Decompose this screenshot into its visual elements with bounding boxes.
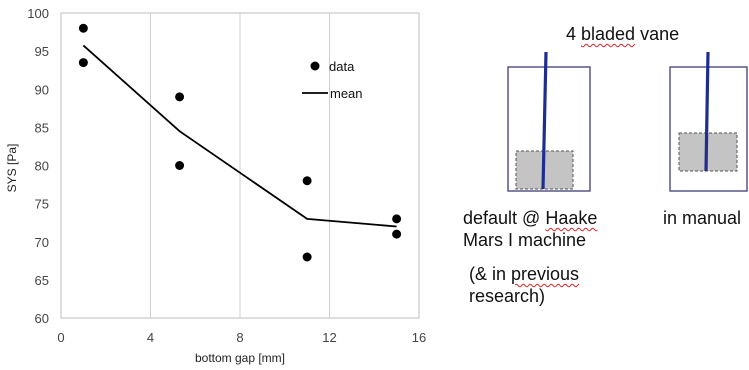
y-tick-label: 70 xyxy=(35,235,49,250)
legend-mean-label: mean xyxy=(330,86,363,101)
legend-data-marker xyxy=(310,61,320,71)
y-tick-label: 80 xyxy=(35,159,49,174)
mean-series xyxy=(82,44,397,228)
data-point xyxy=(302,176,312,186)
data-series xyxy=(78,23,402,262)
y-tick-label: 95 xyxy=(35,44,49,59)
sys-vs-bottom-gap-chart: 60 65 70 75 80 85 90 95 100 0 4 8 12 16 SYS [Pa] bot… xyxy=(5,6,426,365)
left-caption: default @ Haake Mars I machine xyxy=(463,207,597,251)
y-tick-label: 90 xyxy=(35,82,49,97)
x-axis-ticks: 0 4 8 12 16 xyxy=(57,330,426,345)
y-tick-label: 65 xyxy=(35,273,49,288)
right-container xyxy=(669,66,748,192)
left-caption-line2: Mars I machine xyxy=(463,230,587,250)
mean-line xyxy=(82,44,397,228)
data-point xyxy=(78,23,88,33)
x-tick-label: 8 xyxy=(236,330,243,345)
data-point xyxy=(302,252,312,262)
legend: data mean xyxy=(302,59,363,101)
diagram-title: 4 bladed vane xyxy=(566,24,680,44)
left-container xyxy=(507,66,591,192)
x-tick-label: 0 xyxy=(57,330,64,345)
data-point xyxy=(392,214,402,224)
left-vane-shaft xyxy=(541,51,548,190)
right-sample xyxy=(678,132,738,172)
right-vane-shaft xyxy=(704,51,710,172)
default-vane-setup xyxy=(507,51,591,192)
y-tick-label: 75 xyxy=(35,197,49,212)
left-note-line1: (& in previous xyxy=(469,264,580,284)
left-note-line2: research) xyxy=(469,286,546,306)
y-tick-label: 60 xyxy=(35,311,49,326)
y-axis-title: SYS [Pa] xyxy=(5,144,19,193)
x-axis-title: bottom gap [mm] xyxy=(195,351,285,365)
y-axis-ticks: 60 65 70 75 80 85 90 95 100 xyxy=(27,6,49,326)
y-tick-label: 100 xyxy=(27,6,49,21)
left-sample xyxy=(515,150,574,190)
y-tick-label: 85 xyxy=(35,120,49,135)
data-point xyxy=(175,161,185,170)
x-tick-label: 16 xyxy=(412,330,426,345)
data-point xyxy=(175,92,185,102)
left-note: (& in previous research) xyxy=(469,263,579,307)
right-caption: in manual xyxy=(663,208,742,228)
manual-vane-setup xyxy=(669,51,748,192)
data-point xyxy=(392,229,402,239)
left-caption-line1: default @ Haake xyxy=(463,208,598,228)
gridlines xyxy=(150,13,330,318)
x-tick-label: 4 xyxy=(147,330,154,345)
legend-data-label: data xyxy=(329,59,355,74)
data-point xyxy=(78,58,88,68)
x-tick-label: 12 xyxy=(322,330,336,345)
